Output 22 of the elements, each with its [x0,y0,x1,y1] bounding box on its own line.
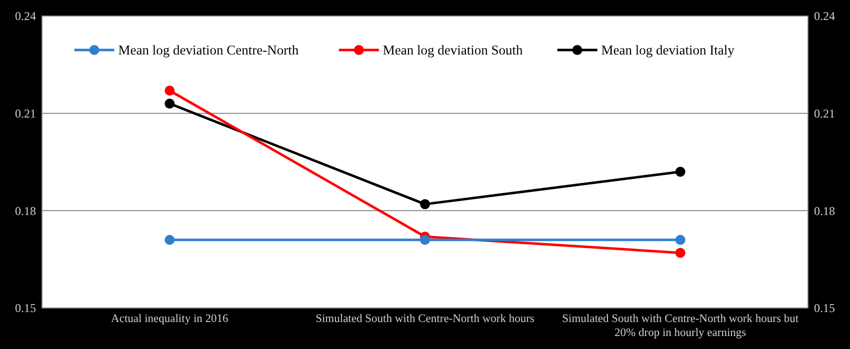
y2-tick-label: 0.21 [814,106,835,121]
legend-label: Mean log deviation South [382,42,524,58]
y-tick-label: 0.24 [15,9,36,24]
point [675,166,686,177]
x-tick-label: Simulated South with Centre-North work hours [316,313,535,325]
y2-tick-label: 0.15 [814,301,835,316]
point [164,86,175,96]
y-tick-label: 0.18 [15,204,36,218]
y2-tick-label: 0.24 [814,9,835,24]
point [420,234,430,245]
y-tick-label: 0.21 [15,106,36,121]
point [164,98,175,109]
legend-label: Mean log deviation Italy [601,42,735,58]
legend-label: Mean log deviation Centre-North [118,42,299,58]
y-tick-label: 0.15 [15,301,36,316]
point [675,248,686,258]
point [164,234,175,245]
x-tick-label: Simulated South with Centre-North work hours but 20% drop in hourly earnings [562,313,800,339]
point [675,234,686,245]
point [420,199,430,210]
x-tick-label: Actual inequality in 2016 [111,313,229,325]
y2-tick-label: 0.18 [814,204,835,218]
